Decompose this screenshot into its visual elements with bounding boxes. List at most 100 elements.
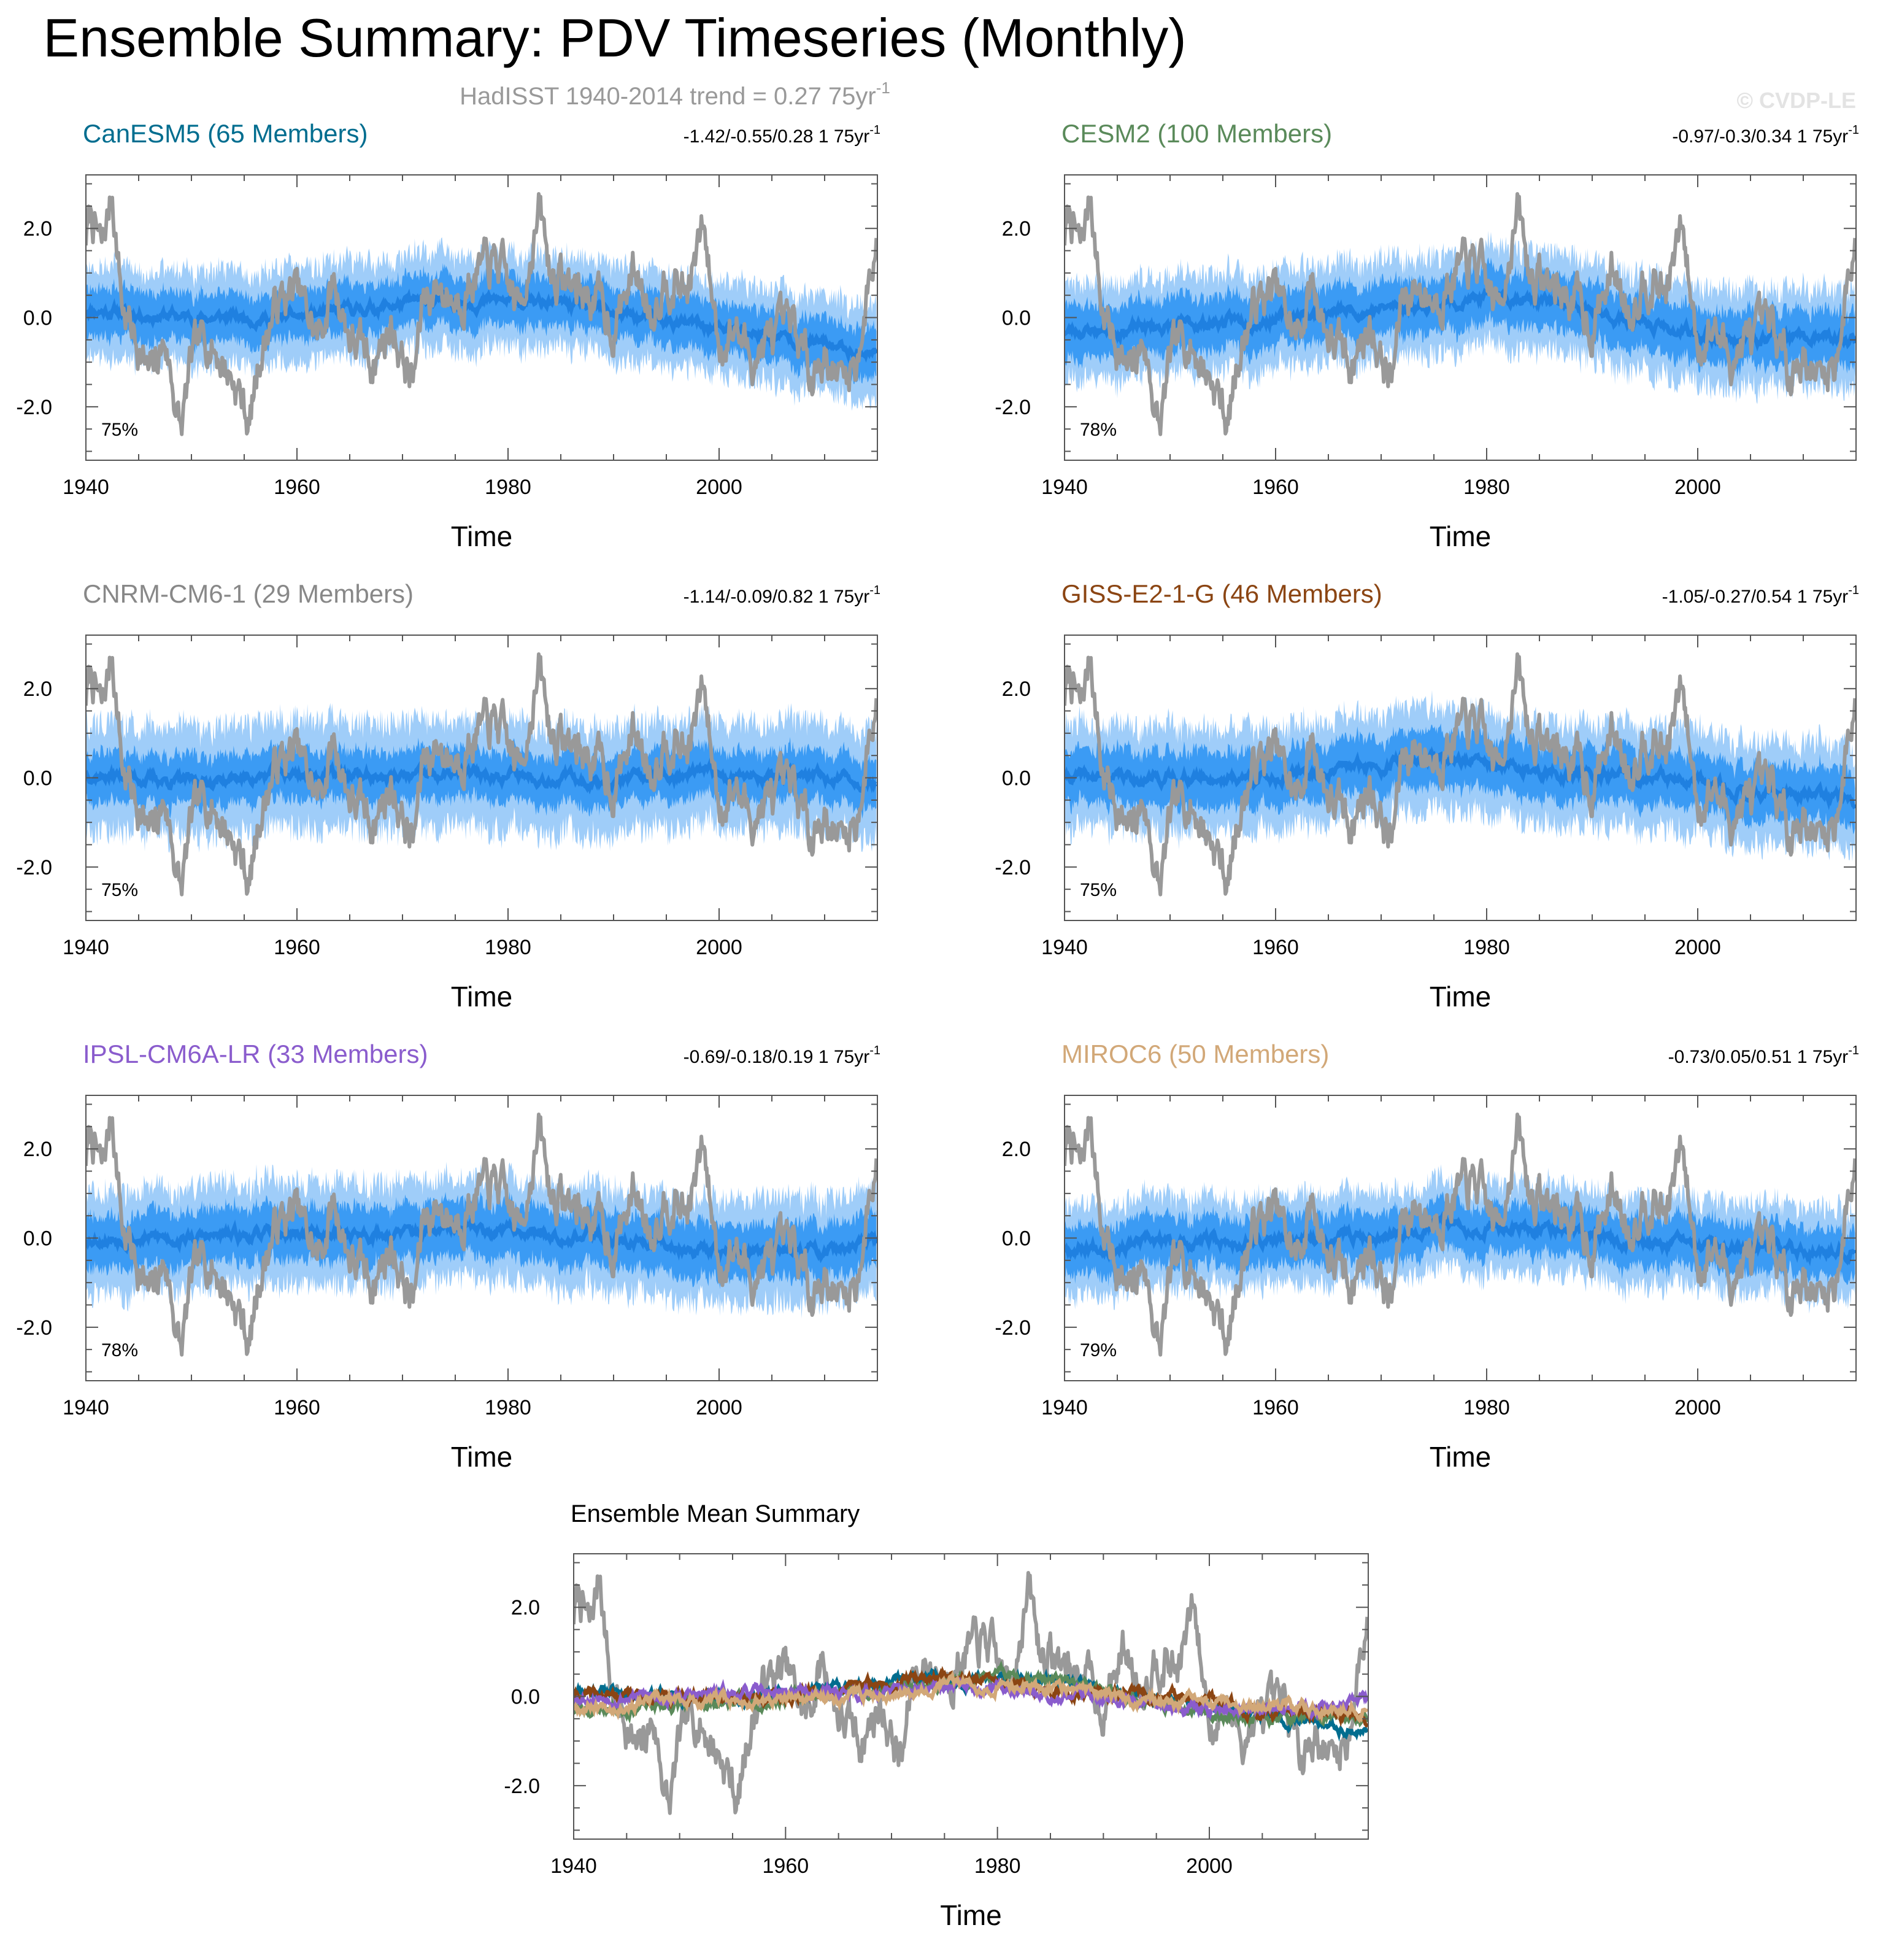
figure-subtitle-sup: -1 xyxy=(876,79,890,97)
trend-stats-label: -0.97/-0.3/0.34 1 75yr-1 xyxy=(1672,123,1859,147)
observed-hadisst-line xyxy=(1065,652,1856,897)
y-tick-label: 0.0 xyxy=(511,1686,540,1709)
chart-panel-1: 1940 1960 1980 2000 2.0 0.0 -2.0 Time CESM2 (100… xyxy=(995,119,1859,552)
observed-hadisst-line xyxy=(86,1113,877,1357)
panel-title: GISS-E2-1-G (46 Members) xyxy=(1061,579,1382,608)
x-tick-label: 1960 xyxy=(1252,936,1299,959)
x-tick-label: 1980 xyxy=(485,1396,531,1419)
chart-panel-6: 1940 1960 1980 2000 2.0 0.0 -2.0 Time Ensemble M… xyxy=(504,1500,1369,1931)
percentile-label: 75% xyxy=(101,880,138,900)
figure-subtitle-main: HadISST 1940-2014 trend = 0.27 75yr xyxy=(460,83,876,110)
x-tick-label: 1960 xyxy=(763,1854,809,1878)
observed-hadisst-line xyxy=(86,652,877,897)
y-tick-label: 0.0 xyxy=(1002,307,1031,330)
y-tick-label: -2.0 xyxy=(995,856,1031,879)
trend-stats-label: -1.14/-0.09/0.82 1 75yr-1 xyxy=(684,584,880,607)
x-tick-label: 1960 xyxy=(274,476,320,499)
x-tick-label: 1980 xyxy=(1463,476,1510,499)
plot-area xyxy=(86,652,877,897)
x-tick-label: 1980 xyxy=(1463,936,1510,959)
y-tick-label: 0.0 xyxy=(1002,1227,1031,1251)
x-axis-label: Time xyxy=(940,1899,1002,1931)
x-tick-label: 1940 xyxy=(1041,1396,1088,1419)
percentile-label: 78% xyxy=(101,1340,138,1360)
x-tick-label: 1940 xyxy=(1041,936,1088,959)
trend-stats-sup: -1 xyxy=(1848,1044,1859,1057)
x-tick-label: 1980 xyxy=(485,476,531,499)
ensemble-mean-line xyxy=(86,755,877,795)
plot-area xyxy=(86,192,877,436)
percentile-label: 78% xyxy=(1080,420,1117,440)
x-tick-label: 1940 xyxy=(63,1396,109,1419)
y-tick-label: 0.0 xyxy=(23,767,52,790)
trend-stats-text: -0.69/-0.18/0.19 1 75yr xyxy=(684,1047,870,1067)
trend-stats-label: -0.69/-0.18/0.19 1 75yr-1 xyxy=(684,1044,880,1067)
trend-stats-sup: -1 xyxy=(1848,584,1859,597)
x-tick-label: 1960 xyxy=(1252,1396,1299,1419)
x-tick-label: 2000 xyxy=(1674,1396,1721,1419)
x-tick-label: 1980 xyxy=(974,1854,1021,1878)
plot-area xyxy=(1065,192,1856,436)
chart-panel-4: 1940 1960 1980 2000 2.0 0.0 -2.0 Time IPSL-CM6A-… xyxy=(16,1040,880,1473)
trend-stats-sup: -1 xyxy=(869,584,880,597)
x-axis-label: Time xyxy=(451,1441,513,1473)
trend-stats-sup: -1 xyxy=(869,1044,880,1057)
x-tick-label: 1980 xyxy=(485,936,531,959)
x-tick-label: 1960 xyxy=(274,936,320,959)
trend-stats-label: -1.42/-0.55/0.28 1 75yr-1 xyxy=(684,123,880,147)
ensemble-mean-line-miroc6 xyxy=(574,1670,1368,1724)
y-tick-label: -2.0 xyxy=(995,396,1031,419)
y-tick-label: 2.0 xyxy=(1002,677,1031,701)
panel-title: IPSL-CM6A-LR (33 Members) xyxy=(83,1040,428,1068)
trend-stats-text: -1.14/-0.09/0.82 1 75yr xyxy=(684,587,870,607)
percentile-label: 79% xyxy=(1080,1340,1117,1360)
y-tick-label: 2.0 xyxy=(23,217,52,241)
x-tick-label: 2000 xyxy=(1674,936,1721,959)
x-tick-label: 2000 xyxy=(696,936,742,959)
trend-stats-sup: -1 xyxy=(869,123,880,137)
trend-stats-text: -0.97/-0.3/0.34 1 75yr xyxy=(1672,126,1848,147)
ensemble-spread-inner-band xyxy=(1065,1191,1855,1287)
panel-title: MIROC6 (50 Members) xyxy=(1061,1040,1329,1068)
y-tick-label: 0.0 xyxy=(23,1227,52,1251)
trend-stats-text: -0.73/0.05/0.51 1 75yr xyxy=(1668,1047,1849,1067)
x-tick-label: 1940 xyxy=(1041,476,1088,499)
ensemble-spread-inner-band xyxy=(1065,257,1855,377)
y-tick-label: -2.0 xyxy=(995,1316,1031,1340)
watermark: © CVDP-LE xyxy=(1736,88,1856,113)
chart-panel-2: 1940 1960 1980 2000 2.0 0.0 -2.0 Time CNRM-CM6-1… xyxy=(16,579,880,1013)
figure-title: Ensemble Summary: PDV Timeseries (Monthl… xyxy=(43,7,1186,68)
panel-title: CanESM5 (65 Members) xyxy=(83,119,368,148)
x-axis-label: Time xyxy=(451,520,513,552)
y-tick-label: -2.0 xyxy=(16,1316,52,1340)
plot-area xyxy=(86,1113,877,1357)
panel-title: Ensemble Mean Summary xyxy=(571,1500,860,1527)
x-tick-label: 2000 xyxy=(1186,1854,1233,1878)
y-tick-label: -2.0 xyxy=(504,1775,540,1798)
trend-stats-text: -1.05/-0.27/0.54 1 75yr xyxy=(1662,587,1849,607)
x-tick-label: 1960 xyxy=(274,1396,320,1419)
chart-panel-5: 1940 1960 1980 2000 2.0 0.0 -2.0 Time MIROC6 (50… xyxy=(995,1040,1859,1473)
x-axis-label: Time xyxy=(1430,981,1492,1013)
y-tick-label: 2.0 xyxy=(511,1596,540,1619)
y-tick-label: -2.0 xyxy=(16,856,52,879)
y-tick-label: 2.0 xyxy=(1002,1138,1031,1161)
y-tick-label: -2.0 xyxy=(16,396,52,419)
panel-title: CNRM-CM6-1 (29 Members) xyxy=(83,579,414,608)
observed-hadisst-line xyxy=(1065,1113,1856,1357)
y-tick-label: 2.0 xyxy=(1002,217,1031,241)
x-tick-label: 1980 xyxy=(1463,1396,1510,1419)
percentile-label: 75% xyxy=(101,420,138,440)
chart-panel-3: 1940 1960 1980 2000 2.0 0.0 -2.0 Time GISS-E2-1-… xyxy=(995,579,1859,1013)
y-tick-label: 2.0 xyxy=(23,677,52,701)
x-tick-label: 1940 xyxy=(63,936,109,959)
figure-subtitle: HadISST 1940-2014 trend = 0.27 75yr-1 xyxy=(460,79,890,110)
panel-title: CESM2 (100 Members) xyxy=(1061,119,1332,148)
x-tick-label: 2000 xyxy=(696,1396,742,1419)
x-tick-label: 1940 xyxy=(550,1854,597,1878)
x-tick-label: 1960 xyxy=(1252,476,1299,499)
observed-hadisst-line xyxy=(86,192,877,436)
trend-stats-text: -1.42/-0.55/0.28 1 75yr xyxy=(684,126,870,147)
trend-stats-label: -1.05/-0.27/0.54 1 75yr-1 xyxy=(1662,584,1859,607)
